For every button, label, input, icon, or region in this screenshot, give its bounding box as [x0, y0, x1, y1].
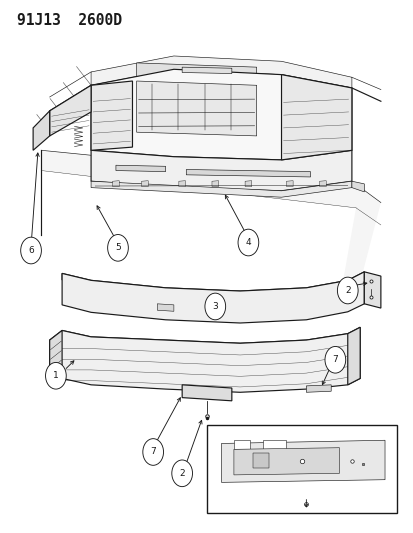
- Polygon shape: [136, 81, 256, 136]
- Text: 91J13  2600D: 91J13 2600D: [17, 13, 121, 28]
- Text: 7: 7: [150, 448, 156, 456]
- Circle shape: [21, 237, 41, 264]
- Polygon shape: [62, 272, 363, 297]
- Circle shape: [107, 235, 128, 261]
- Polygon shape: [221, 440, 384, 482]
- Polygon shape: [182, 385, 231, 401]
- Polygon shape: [62, 272, 363, 323]
- Text: 4: 4: [245, 238, 251, 247]
- Text: 6: 6: [28, 246, 34, 255]
- Polygon shape: [33, 111, 50, 150]
- Polygon shape: [141, 181, 148, 187]
- Polygon shape: [50, 327, 359, 392]
- Polygon shape: [91, 56, 351, 88]
- Circle shape: [45, 362, 66, 389]
- Polygon shape: [286, 181, 292, 187]
- FancyBboxPatch shape: [206, 425, 396, 513]
- Polygon shape: [319, 181, 325, 187]
- Polygon shape: [186, 169, 310, 177]
- Text: 7: 7: [332, 356, 337, 364]
- Polygon shape: [62, 330, 359, 354]
- Polygon shape: [182, 67, 231, 74]
- Polygon shape: [41, 150, 380, 301]
- Circle shape: [211, 476, 231, 503]
- Polygon shape: [50, 330, 62, 378]
- Polygon shape: [211, 181, 218, 187]
- Polygon shape: [252, 453, 268, 468]
- Polygon shape: [306, 385, 330, 392]
- Text: 2: 2: [179, 469, 185, 478]
- Text: 1: 1: [53, 372, 59, 380]
- Polygon shape: [178, 181, 185, 187]
- Text: 5: 5: [115, 244, 121, 252]
- Polygon shape: [91, 81, 132, 150]
- Text: 8: 8: [218, 485, 224, 494]
- Polygon shape: [363, 272, 380, 308]
- Polygon shape: [50, 85, 91, 136]
- Text: 2: 2: [344, 286, 350, 295]
- Circle shape: [324, 346, 345, 373]
- Circle shape: [204, 293, 225, 320]
- Polygon shape: [233, 448, 339, 475]
- Polygon shape: [351, 181, 363, 192]
- Polygon shape: [157, 304, 173, 311]
- Polygon shape: [262, 440, 285, 449]
- Polygon shape: [116, 165, 165, 172]
- Polygon shape: [244, 181, 251, 187]
- Polygon shape: [91, 150, 351, 191]
- Text: 3: 3: [212, 302, 218, 311]
- Polygon shape: [233, 440, 250, 449]
- Polygon shape: [136, 63, 256, 81]
- Polygon shape: [91, 69, 351, 160]
- Polygon shape: [112, 181, 119, 187]
- Polygon shape: [347, 327, 359, 385]
- Circle shape: [171, 460, 192, 487]
- Circle shape: [142, 439, 163, 465]
- Polygon shape: [91, 181, 351, 197]
- Polygon shape: [281, 75, 351, 160]
- Circle shape: [337, 277, 357, 304]
- Circle shape: [237, 229, 258, 256]
